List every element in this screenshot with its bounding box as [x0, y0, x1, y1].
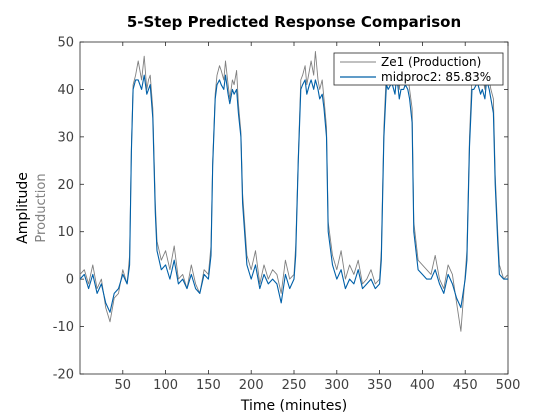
y-axis-channel-label: Production: [34, 173, 49, 242]
legend-box: [333, 52, 504, 86]
x-ticks: 50 100 150 200 250 300 350 400 450 500: [115, 42, 521, 393]
x-tick-label: 50: [115, 378, 132, 393]
series-layer: [79, 51, 509, 332]
y-tick-label: 30: [57, 130, 74, 145]
x-tick-label: 450: [453, 378, 478, 393]
y-tick-label: 50: [57, 36, 74, 51]
axes-box: [79, 41, 509, 375]
legend: Ze1 (Production) midproc2: 85.83%: [333, 52, 504, 86]
y-ticks: -20 -10 0 10 20 30 40 50: [53, 36, 508, 383]
x-tick-label: 150: [196, 378, 221, 393]
y-axis-label: Amplitude: [15, 172, 31, 244]
y-tick-label: 10: [57, 225, 74, 240]
x-tick-label: 350: [367, 378, 392, 393]
plot-area: 50 100 150 200 250 300 350 400 450 500 -20 -10 0 10 2…: [53, 36, 521, 394]
y-tick-label: 40: [57, 83, 74, 98]
y-tick-label: 0: [66, 273, 74, 288]
x-tick-label: 250: [282, 378, 307, 393]
series-line-midproc2: [79, 74, 508, 313]
x-axis-label: Time (minutes): [240, 398, 347, 414]
x-tick-label: 500: [496, 378, 521, 393]
x-tick-label: 300: [324, 378, 349, 393]
x-tick-label: 400: [410, 378, 435, 393]
legend-label-midproc2: midproc2: 85.83%: [381, 70, 491, 84]
y-tick-label: -20: [53, 368, 74, 383]
x-tick-label: 100: [153, 378, 178, 393]
y-tick-label: -10: [53, 320, 74, 335]
y-tick-label: 20: [57, 178, 74, 193]
legend-label-ze1: Ze1 (Production): [381, 55, 481, 69]
chart-title: 5-Step Predicted Response Comparison: [127, 13, 461, 31]
x-tick-label: 200: [239, 378, 264, 393]
